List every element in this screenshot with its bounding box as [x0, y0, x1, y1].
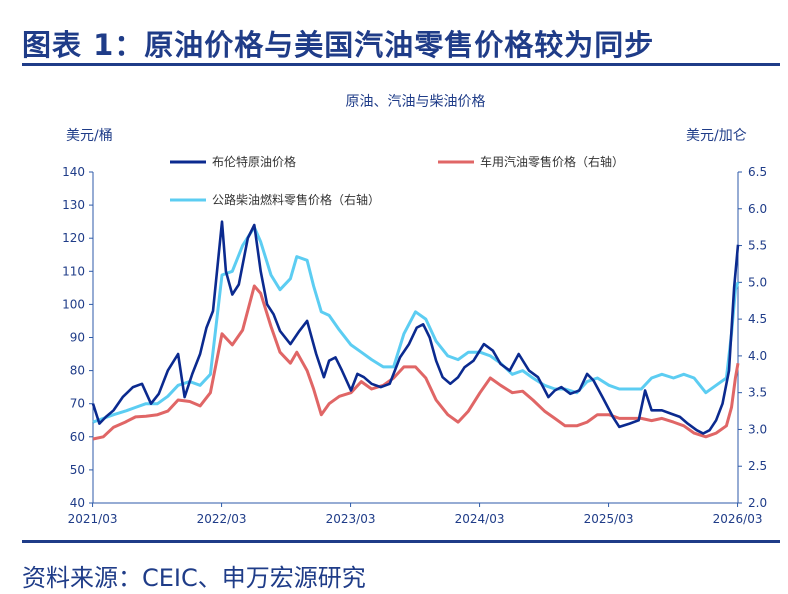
y-right-tick-label: 4.5: [748, 312, 767, 326]
x-tick-label: 2021/03: [68, 512, 118, 526]
y-left-tick-label: 70: [70, 397, 85, 411]
y-left-tick-label: 140: [62, 165, 85, 179]
y-right-tick-label: 6.0: [748, 202, 767, 216]
y-left-label: 美元/桶: [66, 128, 113, 144]
y-left-tick-label: 120: [62, 231, 85, 245]
y-left-tick-label: 90: [70, 331, 85, 345]
legend-label: 车用汽油零售价格（右轴）: [480, 154, 624, 169]
x-tick-label: 2026/03: [713, 512, 763, 526]
source-note: 资料来源：CEIC、申万宏源研究: [22, 564, 366, 592]
x-tick-label: 2025/03: [584, 512, 634, 526]
x-tick-label: 2022/03: [197, 512, 247, 526]
x-tick-label: 2024/03: [455, 512, 505, 526]
series-line-diesel: [92, 225, 740, 424]
y-right-tick-label: 6.5: [748, 165, 767, 179]
series-line-gasoline: [92, 284, 740, 441]
y-right-tick-label: 3.0: [748, 422, 767, 436]
y-left-tick-label: 80: [70, 364, 85, 378]
title-rule: [22, 63, 780, 66]
figure-title: 图表 1：原油价格与美国汽油零售价格较为同步: [22, 28, 655, 62]
y-left-tick-label: 100: [62, 297, 85, 311]
y-right-tick-label: 2.5: [748, 459, 767, 473]
y-right-tick-label: 4.0: [748, 349, 767, 363]
y-right-tick-label: 5.5: [748, 239, 767, 253]
chart-title: 原油、汽油与柴油价格: [346, 94, 486, 110]
footer-rule: [22, 540, 780, 543]
legend-label: 公路柴油燃料零售价格（右轴）: [212, 192, 380, 207]
y-right-label: 美元/加仑: [686, 128, 747, 144]
y-left-tick-label: 110: [62, 264, 85, 278]
y-left-tick-label: 50: [70, 463, 85, 477]
series-line-brent: [91, 220, 740, 435]
y-right-tick-label: 5.0: [748, 275, 767, 289]
y-left-tick-label: 40: [70, 496, 85, 510]
legend-label: 布伦特原油价格: [212, 154, 296, 169]
y-left-tick-label: 60: [70, 430, 85, 444]
x-tick-label: 2023/03: [326, 512, 376, 526]
y-right-tick-label: 2.0: [748, 496, 767, 510]
y-right-tick-label: 3.5: [748, 386, 767, 400]
y-left-tick-label: 130: [62, 198, 85, 212]
